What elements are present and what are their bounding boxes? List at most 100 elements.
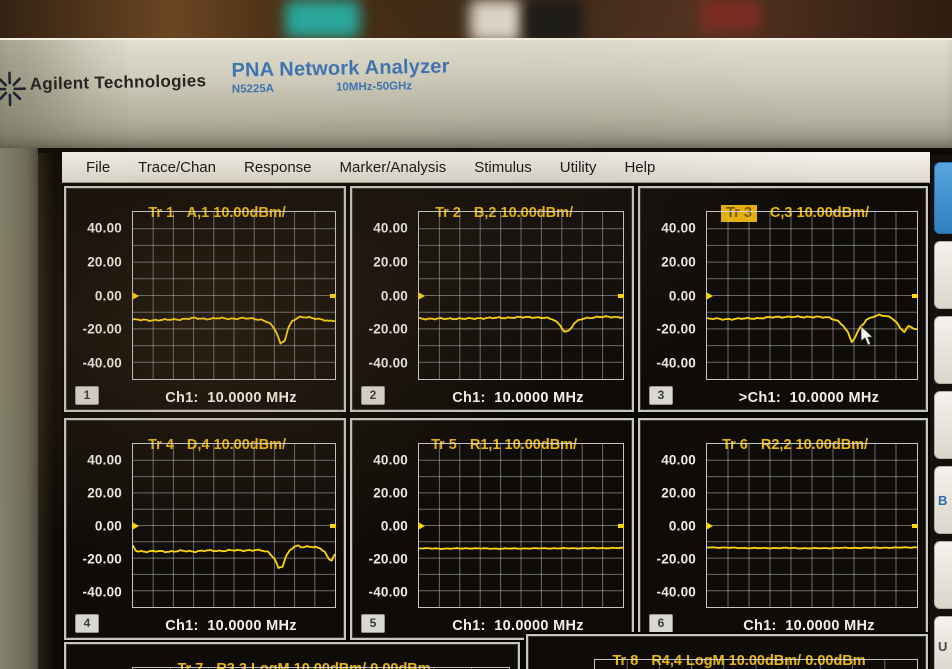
background-object bbox=[700, 0, 760, 30]
trace-number: Tr 1 bbox=[148, 205, 175, 221]
y-tick-label: 20.00 bbox=[373, 254, 408, 270]
plot-area bbox=[418, 211, 624, 380]
trace-descriptor: R4,4 LogM 10.00dBm/ 0.00dBm bbox=[647, 653, 866, 669]
y-tick-label: 0.00 bbox=[94, 518, 122, 533]
y-tick-label: -40.00 bbox=[656, 355, 696, 371]
bezel-left-edge bbox=[0, 148, 38, 669]
bezel-branding: Agilent Technologies PNA Network Analyze… bbox=[0, 31, 952, 159]
menu-item-trace-chan[interactable]: Trace/Chan bbox=[138, 158, 216, 176]
y-tick-label: 20.00 bbox=[373, 485, 408, 500]
measurement-window-8[interactable]: Tr 8 R4,4 LogM 10.00dBm/ 0.00dBm 40.0020… bbox=[526, 634, 928, 669]
instrument-bezel: Agilent Technologies PNA Network Analyze… bbox=[0, 38, 952, 150]
menu-item-stimulus[interactable]: Stimulus bbox=[474, 158, 532, 176]
reference-level-marker-icon bbox=[418, 521, 425, 530]
trace-title[interactable]: Tr 4 D,4 10.00dBm/ bbox=[66, 421, 344, 469]
y-tick-label: 0.00 bbox=[94, 288, 122, 303]
grid bbox=[707, 444, 917, 607]
trace-line bbox=[707, 314, 917, 342]
mouse-cursor-icon bbox=[860, 325, 875, 346]
reference-level-tick-icon bbox=[912, 523, 918, 528]
y-tick-label: 40.00 bbox=[373, 452, 408, 467]
measurement-window-6[interactable]: Tr 6 R2,2 10.00dBm/ 40.00 20.00 0.00 -20.00… bbox=[638, 418, 928, 640]
y-tick-label: 0.00 bbox=[668, 518, 696, 533]
softkey-button-6[interactable] bbox=[934, 541, 952, 609]
softkey-button-5[interactable]: B bbox=[934, 466, 952, 534]
trace-title[interactable]: Tr 8 R4,4 LogM 10.00dBm/ 0.00dBm bbox=[528, 637, 926, 669]
y-tick-label: -40.00 bbox=[82, 584, 122, 599]
model-number: N5225A bbox=[231, 82, 275, 96]
reference-level-marker-icon bbox=[706, 291, 713, 300]
trace-title[interactable]: Tr 7 R3,3 LogM 10.00dBm/ 0.00dBm bbox=[66, 645, 518, 669]
trace-descriptor: A,1 10.00dBm/ bbox=[183, 205, 286, 221]
softkey-button-3[interactable] bbox=[934, 316, 952, 384]
reference-level-tick-icon bbox=[330, 523, 336, 528]
channel-annotation: >Ch1: 10.0000 MHz bbox=[738, 390, 880, 406]
measurement-window-1[interactable]: Tr 1 A,1 10.00dBm/ 40.00 20.00 0.00 -20.00 -… bbox=[64, 186, 346, 412]
y-tick-label: 40.00 bbox=[373, 220, 408, 236]
trace-number: Tr 2 bbox=[435, 205, 461, 221]
brand-name: Agilent Technologies bbox=[29, 71, 207, 94]
measurement-window-7[interactable]: Tr 7 R3,3 LogM 10.00dBm/ 0.00dBm 40.0020… bbox=[64, 642, 520, 669]
menu-item-response[interactable]: Response bbox=[243, 158, 312, 176]
trace-line bbox=[133, 545, 335, 568]
softkey-button-7[interactable]: U bbox=[934, 616, 952, 669]
channel-annotation: Ch1: 10.0000 MHz bbox=[452, 618, 584, 634]
trace-number: Tr 6 bbox=[722, 437, 748, 453]
menu-item-file[interactable]: File bbox=[86, 158, 111, 176]
y-tick-label: 40.00 bbox=[87, 452, 122, 467]
agilent-logo-icon bbox=[0, 71, 28, 107]
trace-descriptor: R2,2 10.00dBm/ bbox=[756, 437, 869, 453]
trace-title[interactable]: Tr 5 R1,1 10.00dBm/ bbox=[352, 421, 632, 469]
trace-descriptor: R3,3 LogM 10.00dBm/ 0.00dBm bbox=[212, 661, 431, 669]
trace-number: Tr 3 bbox=[721, 205, 757, 222]
y-tick-label: -20.00 bbox=[656, 321, 696, 337]
product-branding: PNA Network Analyzer N5225A 10MHz-50GHz bbox=[231, 56, 450, 96]
plot-area bbox=[132, 443, 336, 608]
grid bbox=[133, 212, 335, 379]
trace-descriptor: R1,1 10.00dBm/ bbox=[465, 437, 578, 453]
menu-item-marker-analysis[interactable]: Marker/Analysis bbox=[339, 158, 447, 176]
measurement-window-2[interactable]: Tr 2 B,2 10.00dBm/ 40.00 20.00 0.00 -20.00 -… bbox=[350, 186, 634, 412]
reference-level-tick-icon bbox=[618, 293, 624, 298]
reference-level-tick-icon bbox=[330, 293, 336, 298]
softkey-button-1[interactable] bbox=[934, 162, 952, 234]
monitor-frame bbox=[38, 148, 64, 669]
measurement-window-4[interactable]: Tr 4 D,4 10.00dBm/ 40.00 20.00 0.00 -20.00 -… bbox=[64, 418, 346, 640]
y-tick-label: -40.00 bbox=[368, 584, 408, 599]
y-tick-label: 40.00 bbox=[661, 452, 696, 467]
trace-number: Tr 5 bbox=[431, 437, 457, 453]
reference-level-marker-icon bbox=[418, 291, 425, 300]
channel-annotation: Ch1: 10.0000 MHz bbox=[165, 618, 297, 634]
menu-item-help[interactable]: Help bbox=[624, 158, 656, 176]
measurement-window-5[interactable]: Tr 5 R1,1 10.00dBm/ 40.00 20.00 0.00 -20.00… bbox=[350, 418, 634, 640]
y-tick-label: 40.00 bbox=[87, 220, 122, 236]
trace-title[interactable]: Tr 3 C,3 10.00dBm/ bbox=[640, 189, 926, 237]
plot-area bbox=[418, 443, 624, 608]
reference-level-marker-icon bbox=[132, 291, 139, 300]
softkey-label: B bbox=[938, 492, 948, 508]
window-number-badge: 4 bbox=[75, 614, 99, 633]
softkey-button-2[interactable] bbox=[934, 241, 952, 309]
window-number-badge: 5 bbox=[361, 614, 385, 633]
monitor-frame-top bbox=[38, 148, 952, 153]
menu-item-utility[interactable]: Utility bbox=[559, 158, 597, 176]
y-tick-label: -40.00 bbox=[82, 355, 122, 371]
measurement-window-3[interactable]: Tr 3 C,3 10.00dBm/ 40.00 20.00 0.00 -20.00 -… bbox=[638, 186, 928, 412]
softkey-button-4[interactable] bbox=[934, 391, 952, 459]
y-tick-label: 0.00 bbox=[380, 288, 408, 303]
window-number-badge: 6 bbox=[649, 614, 673, 633]
trace-title[interactable]: Tr 2 B,2 10.00dBm/ bbox=[352, 189, 632, 237]
channel-annotation: Ch1: 10.0000 MHz bbox=[165, 390, 297, 406]
grid bbox=[133, 444, 335, 607]
y-tick-label: 0.00 bbox=[380, 518, 408, 533]
trace-title[interactable]: Tr 1 A,1 10.00dBm/ bbox=[66, 189, 344, 237]
trace-title[interactable]: Tr 6 R2,2 10.00dBm/ bbox=[640, 421, 926, 469]
plot-area bbox=[706, 443, 918, 608]
